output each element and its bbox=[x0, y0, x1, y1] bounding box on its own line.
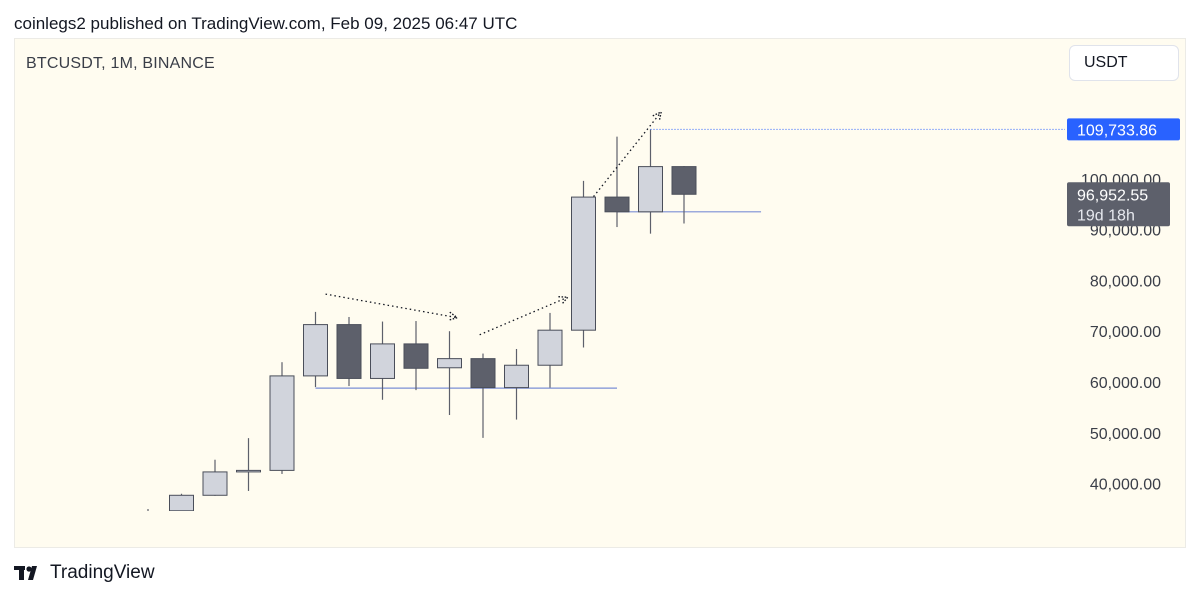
candle-body bbox=[303, 324, 328, 377]
x-axis-tick-label: Sep bbox=[904, 524, 933, 541]
candle[interactable] bbox=[537, 312, 563, 388]
plot-area bbox=[136, 113, 1065, 552]
candle-body bbox=[136, 512, 160, 550]
candle-body bbox=[269, 375, 295, 471]
candle[interactable] bbox=[202, 459, 228, 496]
candle-body bbox=[504, 364, 529, 389]
x-axis-tick-label: 2026 bbox=[1035, 524, 1071, 541]
candle-body bbox=[571, 196, 596, 331]
candle[interactable] bbox=[303, 311, 328, 388]
candle-body bbox=[537, 329, 563, 366]
candle[interactable] bbox=[370, 321, 395, 400]
candle[interactable] bbox=[336, 316, 362, 387]
y-axis-tick-label: 80,000.00 bbox=[1090, 273, 1161, 290]
tradingview-logo-icon bbox=[14, 566, 37, 580]
candle[interactable] bbox=[604, 136, 630, 228]
publisher-header: coinlegs2 published on TradingView.com, … bbox=[14, 14, 518, 33]
x-axis-tick-label: 2024 bbox=[231, 524, 267, 541]
x-axis-tick-label: May bbox=[367, 524, 397, 541]
candle-body bbox=[336, 324, 362, 379]
candle-body bbox=[671, 166, 697, 195]
y-axis-tick-label: 70,000.00 bbox=[1090, 324, 1161, 341]
tradingview-brand[interactable]: TradingView bbox=[14, 562, 155, 584]
candle[interactable] bbox=[470, 353, 496, 438]
symbol-title: BTCUSDT, 1M, BINANCE bbox=[26, 55, 215, 72]
candle-body bbox=[370, 343, 395, 379]
x-axis-tick-label: Sep bbox=[100, 524, 129, 541]
candle[interactable] bbox=[571, 180, 596, 348]
y-axis-tick-label: 60,000.00 bbox=[1090, 375, 1161, 392]
arrow-breakout[interactable] bbox=[479, 298, 567, 336]
candle-body bbox=[202, 471, 228, 496]
current-price-label: 96,952.55 bbox=[1077, 187, 1148, 204]
tradingview-brand-label: TradingView bbox=[50, 562, 155, 583]
candle[interactable] bbox=[638, 129, 663, 234]
y-axis-tick-label: 90,000.00 bbox=[1090, 223, 1161, 240]
x-axis-tick-label: May bbox=[769, 524, 799, 541]
y-axis-tick-label: 50,000.00 bbox=[1090, 426, 1161, 443]
candle[interactable] bbox=[136, 509, 160, 552]
candle-countdown-label: 19d 18h bbox=[1077, 207, 1135, 224]
candle[interactable] bbox=[671, 166, 697, 224]
candle-body bbox=[403, 343, 429, 369]
high-price-badge: 109,733.86 bbox=[1067, 118, 1180, 141]
candle[interactable] bbox=[236, 438, 261, 491]
chart-area[interactable] bbox=[14, 38, 1186, 548]
candle-body bbox=[437, 358, 462, 369]
candle[interactable] bbox=[504, 348, 529, 420]
arrow-down-trend[interactable] bbox=[325, 293, 457, 317]
candle-body bbox=[470, 358, 496, 389]
candle[interactable] bbox=[403, 321, 429, 391]
x-axis-tick-label: Sep bbox=[502, 524, 531, 541]
candle[interactable] bbox=[169, 493, 194, 514]
candle-body bbox=[236, 469, 261, 473]
candle-body bbox=[604, 196, 630, 213]
candle-body bbox=[638, 166, 663, 213]
current-price-badge: 96,952.55 19d 18h bbox=[1067, 182, 1170, 227]
y-axis-tick-label: 40,000.00 bbox=[1090, 477, 1161, 494]
x-axis-tick-label: 2025 bbox=[633, 524, 669, 541]
candle[interactable] bbox=[437, 331, 462, 416]
currency-button[interactable]: USDT bbox=[1069, 45, 1179, 81]
candle-body bbox=[169, 494, 194, 511]
candle[interactable] bbox=[269, 362, 295, 474]
high-price-label: 109,733.86 bbox=[1077, 122, 1157, 139]
